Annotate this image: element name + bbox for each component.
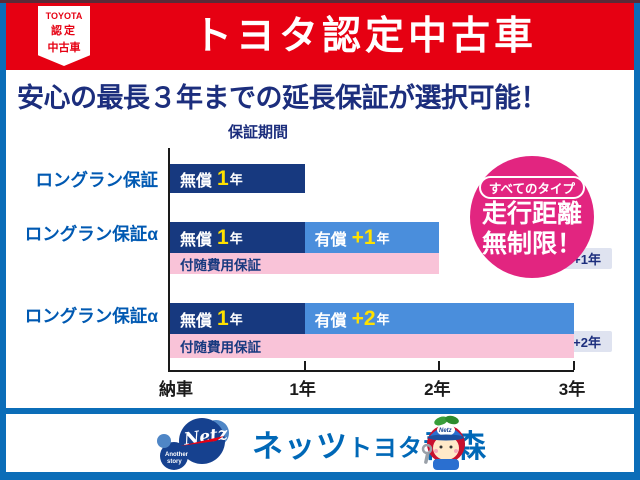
header-banner: TOYOTA 認定 中古車 トヨタ認定中古車 [6,3,634,70]
mascot-face [433,436,459,460]
mascot-blush [454,449,458,453]
right-frame-border [634,3,640,480]
x-axis-labels: 納車 1年 2年 3年 [159,375,585,399]
mascot-cap-label: Netz [439,428,452,434]
bar-alpha2-paid: 有償 +2 年 [304,303,574,334]
unlimited-mileage-badge: すべてのタイプ 走行距離 無制限！ [470,156,594,278]
left-frame-border [0,3,6,480]
bar-text-prefix: 無償 [180,231,213,249]
netz-logo-tiny-circle [157,434,171,448]
axis-label-delivery: 納車 [159,380,193,399]
mascot-eye [439,445,443,449]
bar-text-prefix: 無償 [180,312,213,330]
row-label-longrun-alpha-1: ロングラン保証α [24,224,158,244]
bar-text-unit: 年 [229,231,243,246]
badge-unlimited-text: 無制限！ [481,229,582,258]
bar-text-number: 1 [217,166,229,190]
dealer-name-netz: ネッツ [252,428,348,464]
row-label-longrun: ロングラン保証 [35,170,159,190]
bar-text-number: +2 [351,306,376,330]
mascot-overalls [433,459,459,470]
bar-text-unit: 年 [376,312,390,327]
bar-text-number: +1 [351,225,376,249]
bottom-frame-border [0,472,640,480]
footer-banner: Netz Another story ネッツ トヨタ 青森 Netz [6,414,634,472]
axis-label-2y: 2年 [424,380,451,399]
badge-chukosha-text: 中古車 [47,42,81,54]
row-sub-pill-plus2: +2年 [562,331,612,352]
bar-text-prefix: 有償 [314,231,347,249]
axis-tick-3y [573,361,575,370]
cost-bar-label: 付随費用保証 [180,257,261,273]
cost-bar-label: 付随費用保証 [180,340,261,355]
axis-tick-1y [303,361,306,370]
bar-text-number: 1 [217,306,229,330]
bar-text-number: 1 [217,225,229,249]
footer-divider-line [0,408,640,414]
row-label-longrun-alpha-2: ロングラン保証α [24,306,158,326]
bar-text-unit: 年 [229,172,243,187]
bar-alpha1-cost-warranty: 付随費用保証 [170,253,440,274]
mascot-leaf-icon [434,416,448,426]
netz-logo: Netz Another story [157,418,229,470]
netz-logo-sub-text-1: Another [165,452,189,458]
toyota-certified-badge: TOYOTA 認定 中古車 [38,6,90,66]
mascot-cap-panel [437,424,455,436]
dealer-name-toyota: トヨタ [348,434,423,462]
netz-logo-red-swoosh [180,436,224,446]
bar-text-prefix: 有償 [314,312,347,330]
mascot-wrench-icon [424,452,430,464]
mascot-blush [434,449,438,453]
top-accent-line [0,0,640,3]
chart-title: 保証期間 [227,124,288,141]
warranty-chart-plot: 無償 1 年 無償 1 年 有償 +1 年 付随費用保証 無償 1 年 有償 +… [168,148,575,372]
mascot-character: Netz [421,415,465,470]
bar-alpha1-free: 無償 1 年 [170,222,305,253]
netz-logo-small-circle [160,442,188,470]
bar-alpha2-cost-warranty: 付随費用保証 [170,334,574,358]
bar-alpha1-paid: 有償 +1 年 [304,222,440,253]
netz-logo-sub-text-2: story [167,459,182,465]
bar-longrun-free: 無償 1 年 [170,164,305,193]
mascot-leaf-icon [445,415,459,425]
bar-text-unit: 年 [376,231,390,246]
badge-mileage-text: 走行距離 [481,199,582,228]
bar-text-prefix: 無償 [180,172,213,190]
mascot-eye [449,445,453,449]
bar-text-unit: 年 [229,312,243,327]
axis-label-1y: 1年 [289,380,316,399]
mascot-cap-brim [428,434,464,441]
axis-label-3y: 3年 [558,380,586,399]
page-title: 安心の最長３年までの延長保証が選択可能！ [17,83,548,113]
badge-toyota-text: TOYOTA [45,11,83,21]
header-title: トヨタ認定中古車 [192,15,537,58]
badge-nintei-text: 認定 [51,25,77,37]
bar-alpha2-free: 無償 1 年 [170,303,305,334]
axis-tick-2y [438,361,441,370]
badge-all-types-pill: すべてのタイプ [478,175,586,199]
mascot-wrench-icon [421,443,433,455]
